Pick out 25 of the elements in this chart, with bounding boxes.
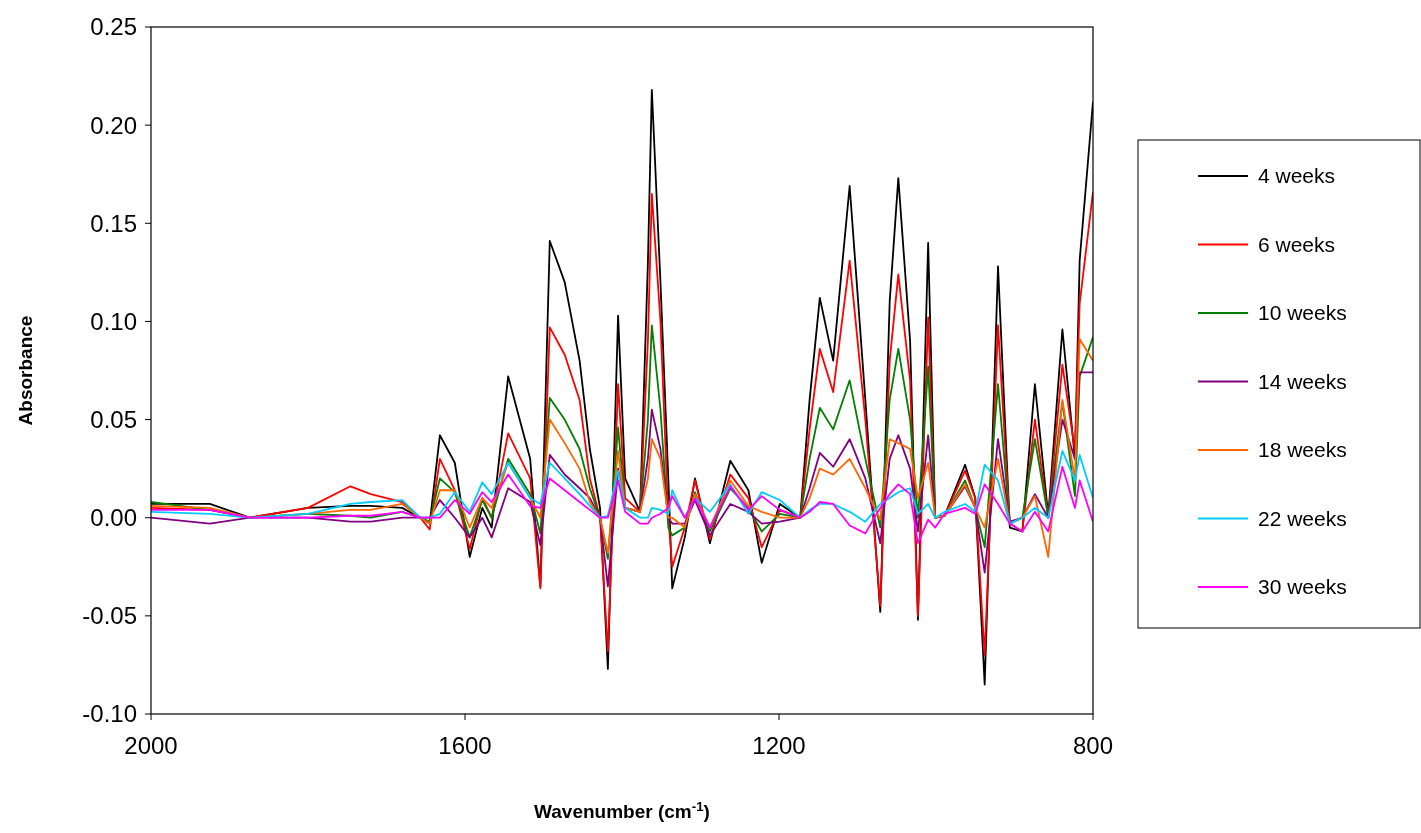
- y-tick-label: 0.00: [90, 504, 137, 532]
- y-axis-title: Absorbance: [15, 315, 36, 426]
- line-series: [151, 371, 1093, 588]
- legend-label: 18 weeks: [1258, 438, 1347, 462]
- legend-label: 10 weeks: [1258, 301, 1347, 325]
- x-tick-label: 1600: [438, 732, 492, 759]
- legend-label: 30 weeks: [1258, 575, 1347, 599]
- y-tick-label: 0.20: [90, 111, 137, 139]
- y-tick-label: -0.05: [82, 602, 137, 630]
- legend-label: 22 weeks: [1258, 506, 1347, 530]
- line-series: [151, 465, 1093, 545]
- line-series: [151, 450, 1093, 525]
- y-tick-label: 0.05: [90, 405, 137, 433]
- legend-label: 4 weeks: [1258, 164, 1336, 188]
- y-tick-label: -0.10: [82, 700, 137, 728]
- x-tick-label: 1200: [752, 732, 806, 759]
- x-axis-title: Wavenumber (cm$^{-1}$): [534, 798, 710, 822]
- y-tick-label: 0.10: [90, 307, 137, 335]
- legend-label: 6 weeks: [1258, 232, 1336, 256]
- x-tick-label: 2000: [124, 732, 178, 759]
- y-tick-label: 0.25: [90, 13, 137, 41]
- y-tick-label: 0.15: [90, 209, 137, 237]
- legend-label: 14 weeks: [1258, 369, 1347, 393]
- line-series: [151, 190, 1093, 657]
- x-tick-label: 800: [1072, 732, 1114, 759]
